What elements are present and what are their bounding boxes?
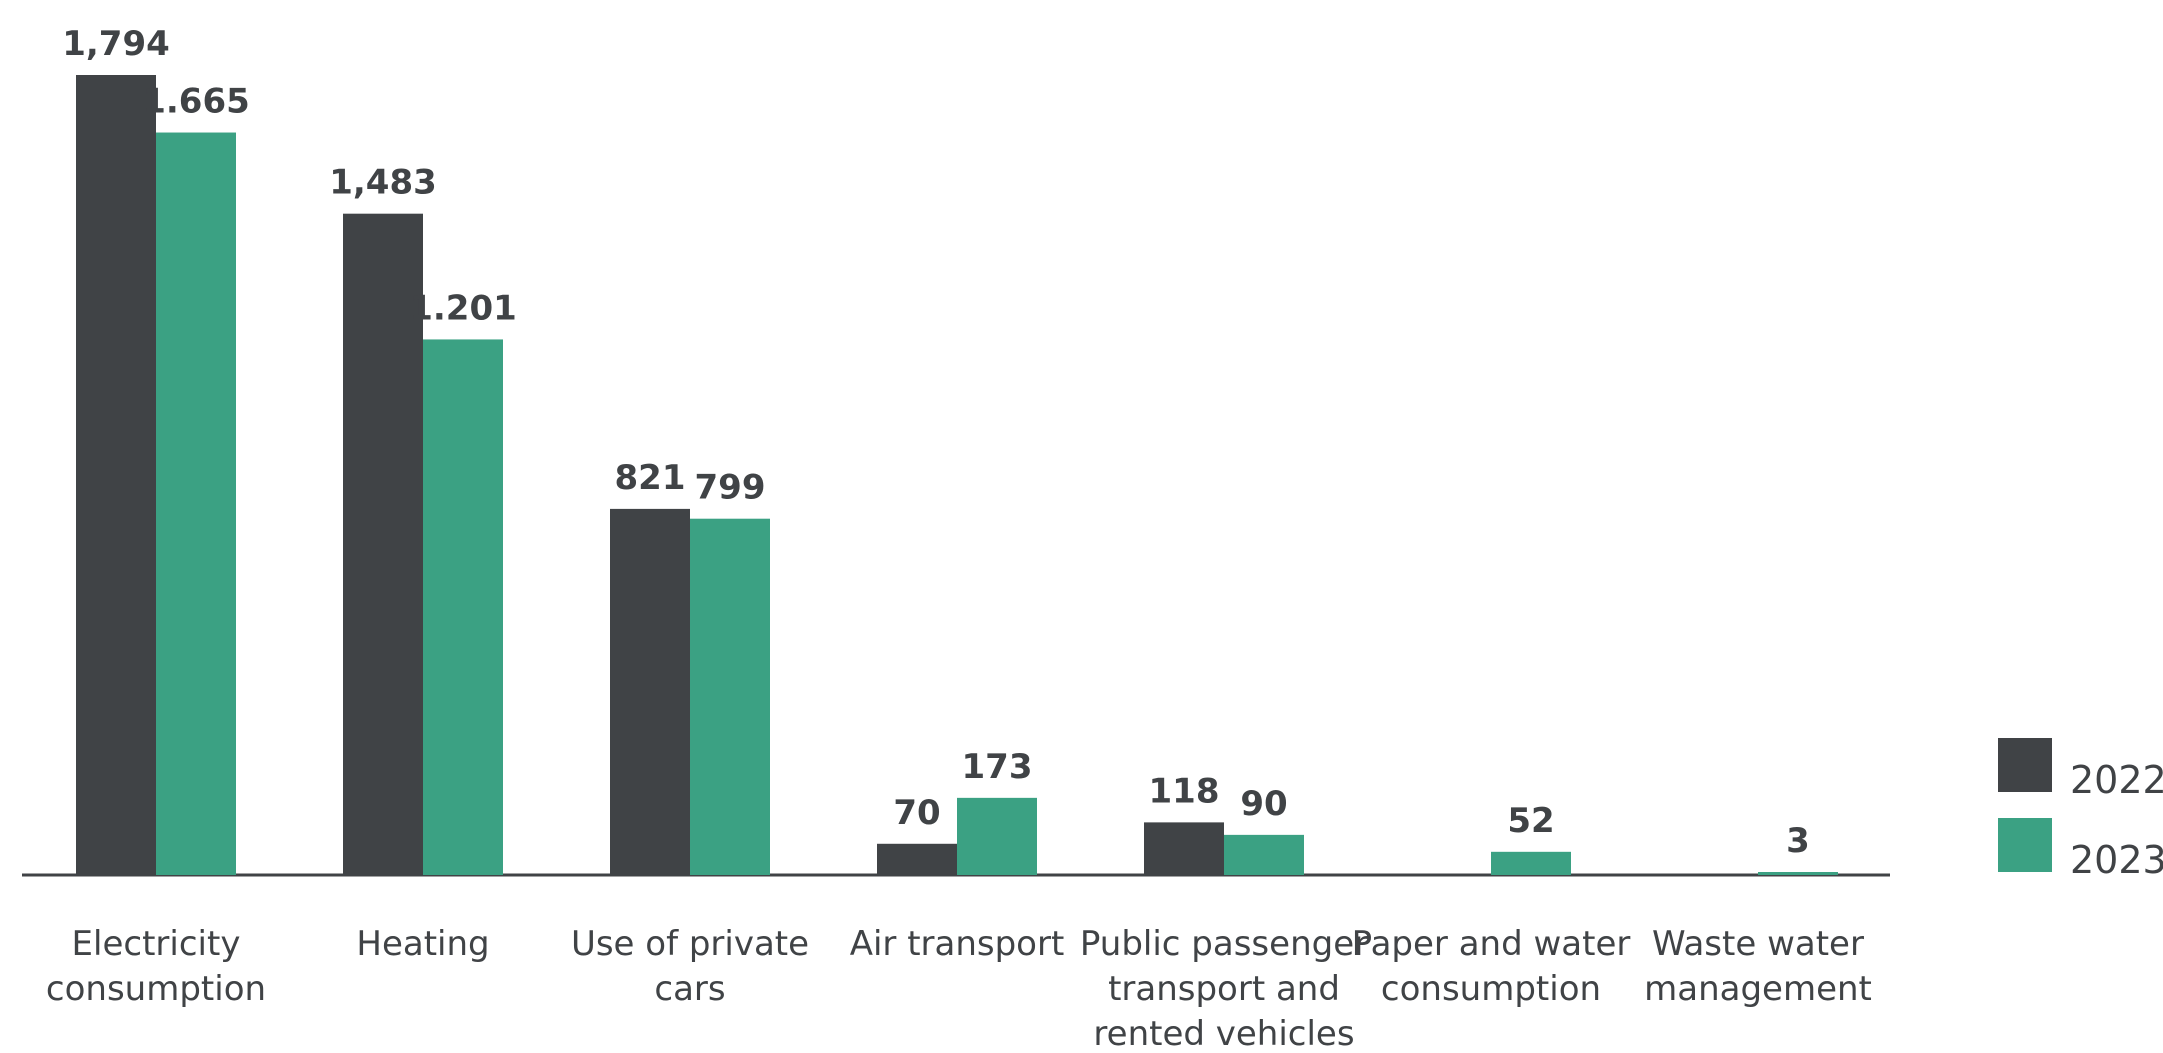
category-label-4-line-2: rented vehicles xyxy=(1093,1014,1354,1053)
category-label-4-line-0: Public passenger xyxy=(1080,924,1368,964)
legend-label-2022: 2022 xyxy=(2070,758,2163,802)
value-label-2022-4: 118 xyxy=(1149,771,1220,811)
bar-2023-3 xyxy=(957,797,1037,875)
value-label-2023-0: 1.665 xyxy=(142,82,250,122)
category-label-6-line-0: Waste water xyxy=(1652,924,1864,964)
bar-2023-1 xyxy=(423,339,503,875)
value-label-2023-4: 90 xyxy=(1240,784,1287,824)
bar-2023-0 xyxy=(156,132,236,875)
category-label-2-line-1: cars xyxy=(654,969,725,1009)
value-label-2022-3: 70 xyxy=(893,793,940,833)
category-label-6-line-1: management xyxy=(1644,969,1872,1009)
bars-group xyxy=(76,75,1838,875)
legend: 2022 2023 xyxy=(1998,738,2163,882)
bar-2023-2 xyxy=(690,518,770,875)
legend-swatch-2023 xyxy=(1998,818,2052,872)
legend-swatch-2022 xyxy=(1998,738,2052,792)
value-label-2022-0: 1,794 xyxy=(62,24,170,64)
bar-2023-6 xyxy=(1758,872,1838,875)
bar-2022-4 xyxy=(1144,822,1224,875)
bar-2022-1 xyxy=(343,213,423,875)
value-label-2023-1: 1.201 xyxy=(409,288,517,328)
category-label-4-line-1: transport and xyxy=(1108,969,1340,1009)
category-labels-group: Electricity consumption Heating Use of priv… xyxy=(46,924,1872,1053)
category-label-3-line-0: Air transport xyxy=(850,924,1065,964)
value-labels-group: 1,794 1.665 1,483 1.201 821 799 70 173 118 90 52 3 xyxy=(62,24,1810,861)
bar-2022-0 xyxy=(76,75,156,875)
category-label-5-line-0: Paper and water xyxy=(1352,924,1631,964)
value-label-2023-5: 52 xyxy=(1507,801,1554,841)
value-label-2023-6: 3 xyxy=(1786,821,1810,861)
legend-label-2023: 2023 xyxy=(2070,838,2163,882)
bar-2023-4 xyxy=(1224,834,1304,875)
category-label-2-line-0: Use of private xyxy=(571,924,809,964)
bar-2023-5 xyxy=(1491,851,1571,875)
category-label-0-line-1: consumption xyxy=(46,969,266,1009)
value-label-2023-2: 799 xyxy=(695,468,766,508)
value-label-2023-3: 173 xyxy=(962,747,1033,787)
value-label-2022-2: 821 xyxy=(615,458,686,498)
category-label-0-line-0: Electricity xyxy=(72,924,241,964)
bar-2022-2 xyxy=(610,508,690,875)
bar-2022-3 xyxy=(877,843,957,875)
category-label-1-line-0: Heating xyxy=(356,924,489,964)
value-label-2022-1: 1,483 xyxy=(329,163,437,203)
category-label-5-line-1: consumption xyxy=(1381,969,1601,1009)
